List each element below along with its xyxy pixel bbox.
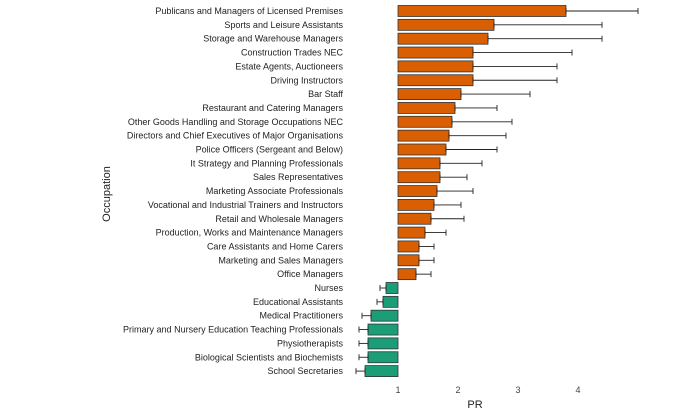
x-axis-ticks-layer: 1 2 3 4 bbox=[395, 385, 580, 395]
bar bbox=[397, 88, 462, 100]
category-label: It Strategy and Planning Professionals bbox=[190, 158, 343, 168]
x-tick-label: 2 bbox=[455, 385, 460, 395]
bar bbox=[397, 129, 450, 142]
bar bbox=[397, 185, 438, 197]
bar bbox=[364, 365, 399, 378]
x-tick-label: 3 bbox=[515, 385, 520, 395]
category-label: Biological Scientists and Biochemists bbox=[195, 352, 344, 362]
category-label: Other Goods Handling and Storage Occupat… bbox=[128, 117, 344, 127]
category-label: Police Officers (Sergeant and Below) bbox=[196, 145, 343, 155]
category-label: School Secretaries bbox=[267, 366, 343, 376]
bar bbox=[397, 18, 495, 31]
bar bbox=[397, 46, 474, 59]
category-label: Restaurant and Catering Managers bbox=[202, 103, 343, 113]
category-label: Storage and Warehouse Managers bbox=[203, 34, 343, 44]
x-axis-title: PR bbox=[467, 399, 482, 411]
category-label: Publicans and Managers of Licensed Premi… bbox=[155, 6, 343, 16]
bar bbox=[397, 268, 417, 281]
category-label: Production, Works and Maintenance Manage… bbox=[156, 228, 344, 238]
category-label: Educational Assistants bbox=[253, 297, 344, 307]
category-label: Office Managers bbox=[277, 269, 343, 279]
category-label: Medical Practitioners bbox=[259, 311, 343, 321]
bar bbox=[397, 198, 435, 211]
category-label: Estate Agents, Auctioneers bbox=[235, 61, 343, 71]
category-label: Sales Representatives bbox=[253, 172, 344, 182]
bar bbox=[397, 254, 420, 267]
category-label: Construction Trades NEC bbox=[241, 48, 344, 58]
bar bbox=[397, 171, 441, 184]
category-label: Physiotherapists bbox=[277, 338, 344, 348]
category-label: Driving Instructors bbox=[270, 75, 343, 85]
category-label: Retail and Wholesale Managers bbox=[215, 214, 343, 224]
x-tick-label: 4 bbox=[575, 385, 580, 395]
bar bbox=[397, 157, 441, 170]
category-label: Care Assistants and Home Carers bbox=[207, 241, 344, 251]
x-tick-label: 1 bbox=[395, 385, 400, 395]
category-label: Sports and Leisure Assistants bbox=[224, 20, 343, 30]
category-label: Vocational and Industrial Trainers and I… bbox=[148, 200, 344, 210]
bar bbox=[397, 32, 489, 45]
category-label: Marketing and Sales Managers bbox=[218, 255, 343, 265]
category-label: Marketing Associate Professionals bbox=[206, 186, 344, 196]
bar bbox=[397, 226, 426, 239]
bar bbox=[382, 295, 399, 308]
error-bars-layer bbox=[355, 8, 639, 375]
category-label: Nurses bbox=[314, 283, 343, 293]
category-label: Directors and Chief Executives of Major … bbox=[127, 131, 344, 141]
bar bbox=[397, 5, 567, 17]
category-label: Bar Staff bbox=[308, 89, 343, 99]
bar bbox=[367, 351, 399, 364]
category-label: Primary and Nursery Education Teaching P… bbox=[123, 325, 343, 335]
bar bbox=[397, 143, 447, 156]
bar bbox=[385, 282, 399, 294]
bar bbox=[397, 115, 453, 128]
category-labels-layer: Publicans and Managers of Licensed Premi… bbox=[123, 6, 343, 376]
bar bbox=[397, 102, 456, 114]
bar bbox=[397, 74, 474, 87]
bar bbox=[397, 240, 420, 253]
bar bbox=[367, 337, 399, 350]
bar bbox=[370, 309, 399, 322]
y-axis-title: Occupation bbox=[101, 166, 113, 222]
bar bbox=[397, 60, 474, 73]
bar bbox=[397, 212, 432, 225]
bar bbox=[367, 323, 399, 336]
